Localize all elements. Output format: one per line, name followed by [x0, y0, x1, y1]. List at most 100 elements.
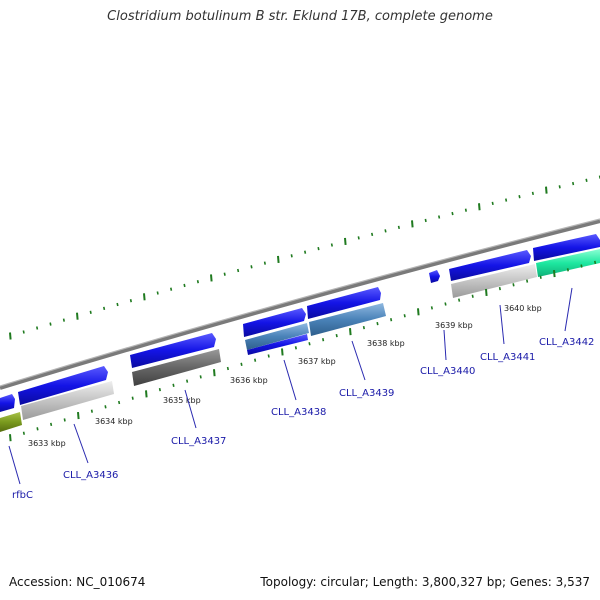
minor-tick [186, 379, 189, 383]
gene-block-grey [451, 264, 537, 298]
tick-label: 3640 kbp [504, 304, 542, 313]
cds-arrow [449, 250, 531, 281]
tick-label: 3633 kbp [28, 439, 66, 448]
minor-tick [22, 431, 25, 435]
leader-line [564, 287, 573, 332]
major-tick [553, 269, 556, 278]
minor-tick [183, 283, 186, 288]
minor-tick [390, 318, 393, 322]
minor-tick [172, 383, 175, 388]
minor-tick [512, 283, 515, 287]
leader-line [8, 445, 21, 485]
minor-tick [156, 291, 159, 295]
major-tick [9, 434, 12, 442]
major-tick [77, 411, 80, 420]
minor-tick [170, 287, 173, 291]
cds-arrow [533, 234, 600, 261]
major-tick [210, 274, 213, 282]
minor-tick [438, 215, 441, 219]
gene-label[interactable]: CLL_A3438 [271, 407, 326, 418]
cds-arrow [18, 366, 108, 405]
minor-tick [63, 418, 66, 422]
gene-leader-lines [8, 287, 573, 485]
tick-label: 3637 kbp [298, 357, 336, 366]
minor-tick [558, 185, 561, 189]
minor-tick [62, 318, 65, 322]
minor-tick [518, 195, 521, 199]
minor-tick [254, 358, 257, 362]
minor-tick [304, 250, 307, 254]
major-tick [213, 369, 216, 377]
cds-arrow [0, 394, 15, 412]
leader-line [351, 340, 366, 381]
accession-text: Accession: NC_010674 [9, 575, 146, 589]
gene-label[interactable]: CLL_A3439 [339, 388, 394, 399]
minor-tick [240, 362, 243, 366]
minor-tick [566, 268, 569, 272]
minor-tick [458, 298, 461, 302]
tick-label: 3638 kbp [367, 339, 405, 348]
minor-tick [498, 286, 501, 291]
minor-tick [89, 310, 92, 314]
cds-arrow [243, 308, 306, 337]
minor-tick [491, 201, 494, 206]
minor-tick [572, 181, 575, 186]
minor-tick [526, 279, 529, 283]
gene-block-steel-blue [309, 303, 386, 336]
minor-tick [585, 178, 588, 182]
major-tick [145, 390, 148, 398]
minor-tick [104, 405, 107, 409]
kbp-tick-labels: 3633 kbp 3634 kbp 3635 kbp 3636 kbp 3637… [28, 304, 542, 448]
minor-tick [90, 409, 93, 413]
minor-tick [50, 422, 53, 427]
gene-label[interactable]: rfbC [12, 490, 33, 501]
gene-label[interactable]: CLL_A3436 [63, 470, 118, 481]
minor-tick [444, 302, 447, 306]
minor-tick [118, 400, 121, 405]
tick-label: 3634 kbp [95, 417, 133, 426]
cds-arrow [307, 287, 381, 319]
major-tick [545, 186, 548, 194]
minor-tick [199, 375, 202, 379]
minor-tick [317, 246, 320, 251]
minor-tick [196, 280, 199, 284]
cds-arrow [429, 270, 440, 283]
gene-block-grey [21, 381, 114, 420]
minor-tick [357, 236, 360, 240]
major-tick [143, 293, 146, 301]
minor-tick [594, 260, 597, 265]
tick-label: 3639 kbp [435, 321, 473, 330]
major-tick [411, 220, 414, 228]
gene-block-teal [536, 249, 600, 277]
minor-tick [294, 346, 297, 350]
minor-tick [397, 225, 400, 230]
minor-tick [403, 314, 406, 318]
outer-tick-ruler [9, 175, 600, 340]
minor-tick [424, 218, 427, 223]
major-tick [281, 348, 284, 356]
major-tick [344, 237, 347, 246]
major-tick [349, 328, 352, 336]
minor-tick [131, 396, 134, 400]
minor-tick [505, 198, 508, 202]
forward-strand-track [0, 234, 600, 412]
genome-backbone-highlight [0, 218, 600, 387]
minor-tick [580, 264, 583, 268]
cds-arrow [130, 333, 216, 368]
minor-tick [539, 275, 542, 279]
gene-label[interactable]: CLL_A3442 [539, 337, 594, 348]
gene-label[interactable]: CLL_A3441 [480, 352, 535, 363]
leader-line [443, 329, 447, 361]
minor-tick [335, 333, 338, 338]
minor-tick [308, 342, 311, 346]
gene-block-olive [0, 412, 22, 432]
minor-tick [384, 229, 387, 233]
gene-label[interactable]: CLL_A3440 [420, 366, 475, 377]
major-tick [417, 308, 420, 316]
minor-tick [250, 265, 253, 269]
major-tick [76, 312, 79, 320]
gene-block-dark-grey [132, 349, 221, 386]
minor-tick [36, 326, 39, 330]
minor-tick [371, 232, 374, 237]
gene-label[interactable]: CLL_A3437 [171, 436, 226, 447]
